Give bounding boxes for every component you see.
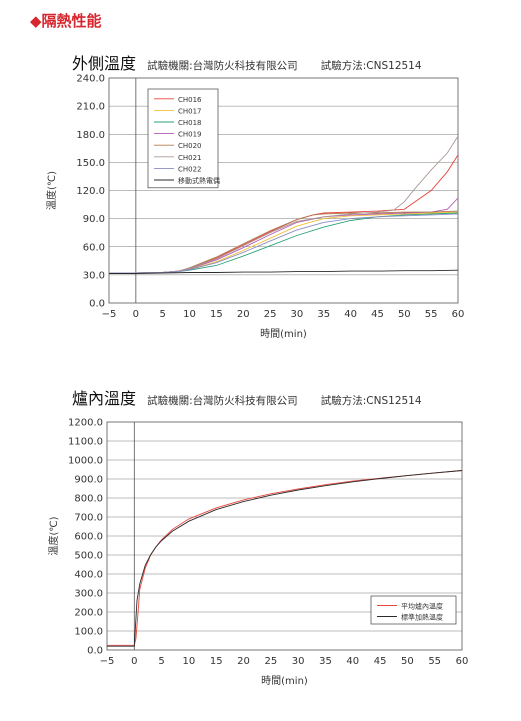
y-tick-label: 240.0: [76, 74, 105, 85]
x-tick-label: 30: [291, 309, 304, 320]
x-tick-label: 10: [183, 309, 196, 320]
y-tick-label: 200.0: [74, 608, 103, 619]
y-tick-label: 60.0: [83, 242, 105, 253]
x-tick-label: −5: [102, 309, 117, 320]
x-tick-label: 5: [158, 656, 164, 667]
x-tick-label: 55: [425, 309, 438, 320]
x-tick-label: 50: [401, 656, 414, 667]
legend-label: CH021: [178, 154, 202, 162]
chart-2-method: 試驗方法:CNS12514: [320, 395, 422, 407]
y-tick-label: 500.0: [74, 551, 103, 562]
legend-label: CH022: [178, 165, 202, 173]
y-tick-label: 1200.0: [68, 418, 103, 429]
y-tick-label: 600.0: [74, 532, 103, 543]
series-line-標準加熱溫度: [107, 470, 463, 647]
legend-label: CH016: [178, 96, 202, 104]
x-tick-label: −5: [100, 656, 115, 667]
series-line-平均爐內溫度: [107, 470, 463, 646]
y-tick-label: 1000.0: [68, 456, 103, 467]
x-tick-label: 40: [346, 656, 359, 667]
x-tick-label: 30: [292, 656, 305, 667]
x-tick-label: 0: [131, 656, 137, 667]
chart-1-method: 試驗方法:CNS12514: [320, 60, 422, 72]
chart-1-title: 外側溫度: [72, 54, 137, 73]
x-tick-label: 35: [319, 656, 332, 667]
x-tick-label: 50: [398, 309, 411, 320]
x-axis-label: 時間(min): [260, 328, 307, 340]
y-tick-label: 120.0: [76, 186, 105, 197]
x-tick-label: 60: [452, 309, 465, 320]
y-tick-label: 0.0: [87, 646, 103, 657]
y-tick-label: 90.0: [83, 214, 105, 225]
x-tick-label: 55: [428, 656, 441, 667]
legend: [370, 595, 457, 625]
legend-label: CH018: [178, 119, 202, 127]
series-line-移動式熱電偶: [109, 269, 459, 274]
legend-label: 移動式熱電偶: [178, 176, 220, 185]
y-tick-label: 100.0: [74, 627, 103, 638]
legend-label: 平均爐內溫度: [401, 602, 443, 611]
y-tick-label: 210.0: [76, 102, 105, 113]
x-tick-label: 20: [237, 656, 250, 667]
outside-temperature-chart: 0.0 30.0 60.0 90.0 120.0 150.0 180.0 210.0 240.0…: [45, 74, 465, 341]
legend-label: CH019: [178, 131, 202, 139]
y-axis-label: 溫度(℃): [45, 171, 58, 210]
chart-1-heading: 外側溫度 試驗機關:台灣防火科技有限公司 試驗方法:CNS12514: [72, 50, 422, 74]
chart-2-title: 爐內溫度: [72, 389, 137, 408]
legend-label: CH020: [178, 142, 202, 150]
y-tick-label: 0.0: [89, 299, 105, 310]
y-tick-label: 180.0: [76, 130, 105, 141]
x-tick-label: 15: [210, 309, 223, 320]
x-tick-label: 20: [237, 309, 250, 320]
x-axis-label: 時間(min): [261, 675, 308, 687]
legend-label: CH017: [178, 107, 202, 115]
chart-2-heading: 爐內溫度 試驗機關:台灣防火科技有限公司 試驗方法:CNS12514: [72, 385, 422, 409]
x-tick-label: 25: [264, 656, 277, 667]
furnace-temperature-chart: 0.0 100.0 200.0 300.0 400.0 500.0 600.0 700.0 80…: [47, 418, 469, 688]
chart-2-lab: 試驗機關:台灣防火科技有限公司: [147, 395, 298, 407]
x-tick-label: 10: [183, 656, 196, 667]
x-tick-label: 60: [456, 656, 469, 667]
series-line-CH022: [109, 213, 459, 274]
x-tick-label: 45: [371, 309, 384, 320]
y-tick-label: 1100.0: [68, 437, 103, 448]
y-tick-label: 700.0: [74, 513, 103, 524]
x-tick-label: 5: [160, 309, 166, 320]
x-tick-label: 45: [374, 656, 387, 667]
chart-1-lab: 試驗機關:台灣防火科技有限公司: [147, 60, 298, 72]
y-tick-label: 400.0: [74, 570, 103, 581]
legend: [147, 88, 219, 189]
y-tick-label: 800.0: [74, 494, 103, 505]
legend-label: 標準加熱溫度: [401, 613, 443, 622]
x-tick-label: 35: [317, 309, 330, 320]
y-tick-label: 900.0: [74, 475, 103, 486]
x-tick-label: 25: [264, 309, 277, 320]
y-tick-label: 300.0: [74, 589, 103, 600]
x-tick-label: 0: [133, 309, 139, 320]
y-tick-label: 30.0: [83, 270, 105, 281]
x-tick-label: 15: [210, 656, 223, 667]
section-title: ◆隔熱性能: [30, 12, 102, 30]
y-axis-label: 溫度(℃): [47, 516, 60, 555]
y-tick-label: 150.0: [76, 158, 105, 169]
x-tick-label: 40: [344, 309, 357, 320]
